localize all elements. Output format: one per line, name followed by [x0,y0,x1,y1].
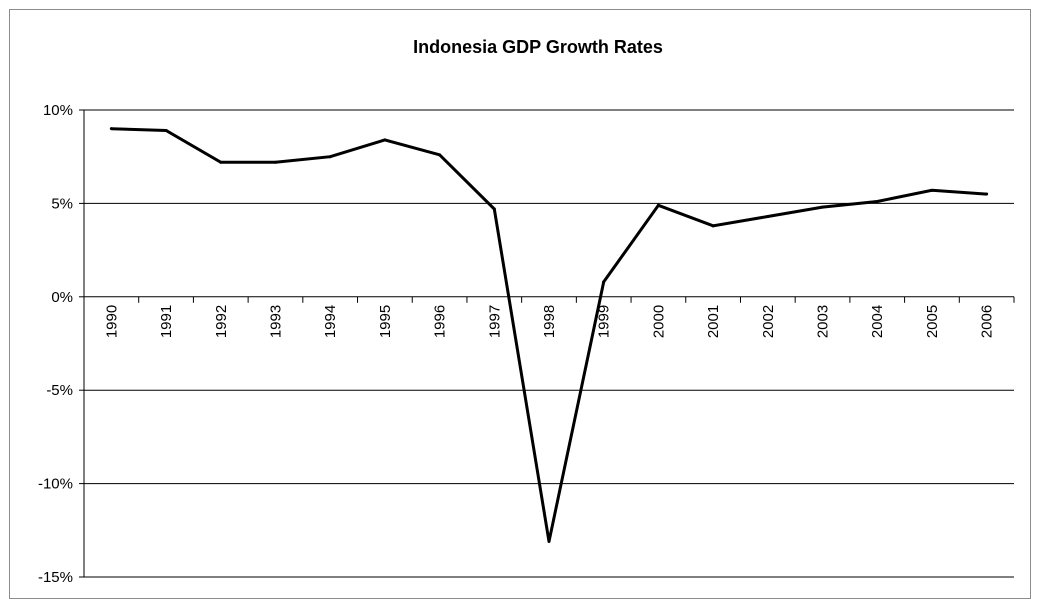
x-tick-label: 1990 [103,305,120,338]
x-tick-label: 2006 [979,305,996,338]
data-point [930,188,934,192]
y-tick-label: -5% [46,382,73,399]
data-point [711,224,715,228]
chart-frame [9,9,1031,599]
data-point [273,160,277,164]
x-tick-label: 1996 [432,305,449,338]
x-tick-label: 2004 [869,305,886,338]
x-tick-label: 1992 [213,305,230,338]
data-point [766,214,770,218]
series-lines [109,127,989,544]
y-tick-label: -15% [38,569,73,586]
x-tick-label: 1998 [541,305,558,338]
data-point [383,138,387,142]
chart-title: Indonesia GDP Growth Rates [413,37,663,57]
x-axis: 1990 1991 1992 1993 1994 1995 1996 1997 1998 1999… [83,296,1015,338]
x-tick-label: 1991 [158,305,175,338]
x-tick-label: 2002 [760,305,777,338]
y-tick-label: -10% [38,476,73,493]
data-point [164,129,168,133]
x-tick-label: 1994 [322,305,339,338]
data-point [547,540,551,544]
gridlines [84,109,1014,578]
data-point [109,127,113,131]
y-tick-label: 0% [51,289,73,306]
x-tick-label: 1993 [267,305,284,338]
x-tick-label: 1997 [486,305,503,338]
y-tick-label: 5% [51,195,73,212]
data-point [875,200,879,204]
data-point [985,192,989,196]
x-tick-label: 2000 [650,305,667,338]
x-tick-label: 2003 [815,305,832,338]
data-point [328,155,332,159]
x-tick-label: 1999 [596,305,613,338]
x-tick-label: 2005 [924,305,941,338]
data-point [492,207,496,211]
data-point [438,153,442,157]
data-point [821,205,825,209]
data-point [656,203,660,207]
y-axis-ticks: 10% 5% 0% -5% -10% -15% [38,102,85,586]
data-point [219,160,223,164]
x-tick-label: 2001 [705,305,722,338]
data-point [602,280,606,284]
y-tick-label: 10% [43,102,73,119]
x-tick-label: 1995 [377,305,394,338]
